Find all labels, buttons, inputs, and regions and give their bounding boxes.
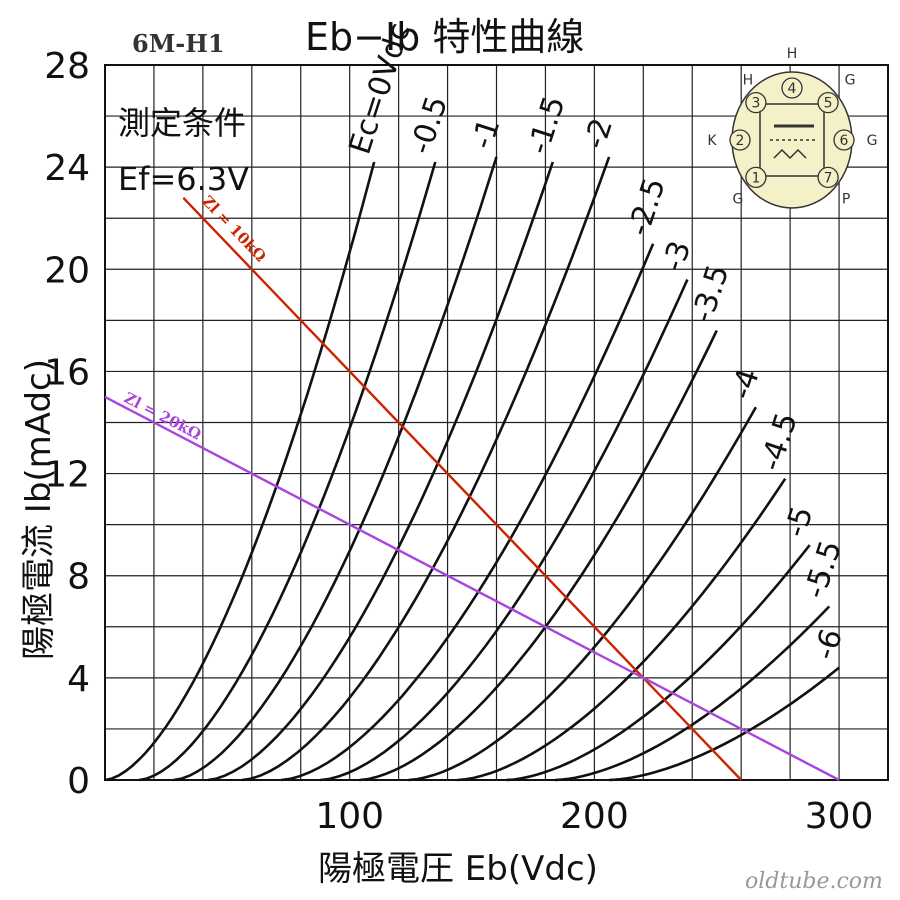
curve-8 xyxy=(408,406,758,782)
x-tick-label: 200 xyxy=(560,796,629,837)
x-axis-label: 陽極電圧 Eb(Vdc) xyxy=(318,849,598,889)
pin-circle xyxy=(745,91,767,114)
curve-12 xyxy=(609,666,840,782)
pin-number: 1 xyxy=(751,170,760,186)
pin-number: 4 xyxy=(788,81,797,97)
curves xyxy=(104,156,840,782)
electrode-frame xyxy=(759,103,825,177)
curve-6 xyxy=(320,278,689,782)
load-line xyxy=(182,196,743,781)
pin-circle xyxy=(729,129,751,151)
curve-3 xyxy=(207,161,555,782)
curve-11 xyxy=(555,605,831,782)
curve-1 xyxy=(139,161,437,782)
x-tick-label: 100 xyxy=(315,796,384,837)
y-tick-label: 24 xyxy=(44,148,90,189)
pin-circle xyxy=(781,77,803,99)
pin-circle xyxy=(817,91,839,114)
pin-number: 3 xyxy=(751,96,760,112)
tube-name: 6M-H1 xyxy=(132,29,225,58)
curve-7 xyxy=(359,330,718,782)
conditions-heading: 測定条件 xyxy=(118,104,246,142)
y-tick-label: 28 xyxy=(44,46,90,87)
pin-circle xyxy=(833,129,855,151)
pin-circle xyxy=(817,166,839,189)
pin-label: K xyxy=(707,133,717,149)
load-line xyxy=(104,395,840,782)
y-axis-label: 陽極電流 Ib(mAdc) xyxy=(19,359,59,660)
curve-5 xyxy=(281,243,655,782)
y-tick-label: 8 xyxy=(67,557,90,598)
y-tick-label: 0 xyxy=(67,761,90,802)
conditions-ef: Ef=6.3V xyxy=(118,160,249,198)
curve-2 xyxy=(173,156,498,782)
pin-number: 7 xyxy=(824,170,833,186)
watermark: oldtube.com xyxy=(745,869,883,894)
curve-9 xyxy=(457,477,787,782)
y-tick-label: 20 xyxy=(44,250,90,291)
curve-4 xyxy=(241,156,611,782)
pin-label: G xyxy=(845,73,856,89)
cathode-symbol xyxy=(773,148,807,160)
pin-number: 6 xyxy=(840,133,849,149)
curve-0 xyxy=(104,161,376,782)
pin-label: H xyxy=(743,73,754,89)
y-tick-label: 16 xyxy=(44,352,90,393)
x-tick-label: 300 xyxy=(805,796,874,837)
plot-frame xyxy=(104,64,889,781)
pin-label: G xyxy=(867,133,878,149)
curve-10 xyxy=(506,544,811,782)
pin-label: H xyxy=(787,46,798,62)
chart-title: Eb−Ib 特性曲線 xyxy=(305,15,584,59)
pin-number: 2 xyxy=(736,133,745,149)
pin-circle xyxy=(745,166,767,189)
y-tick-label: 12 xyxy=(44,455,90,496)
y-tick-label: 4 xyxy=(67,659,90,700)
pin-number: 5 xyxy=(824,96,833,112)
pin-label: G xyxy=(732,191,743,207)
pin-label: P xyxy=(842,191,850,207)
